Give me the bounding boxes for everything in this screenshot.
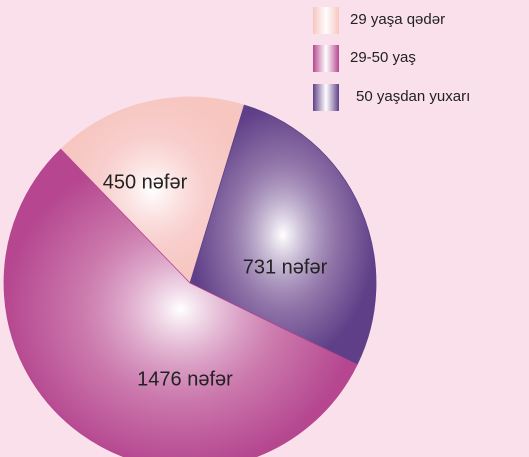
- legend-swatch: [313, 7, 339, 34]
- legend-label: 50 yaşdan yuxarı: [356, 88, 470, 105]
- legend-swatch: [313, 45, 339, 72]
- legend-swatch: [313, 84, 339, 111]
- pie-slice: [189, 104, 377, 366]
- pie-slice: [3, 148, 358, 457]
- legend-label: 29 yaşa qədər: [350, 11, 445, 28]
- data-label: 731 nəfər: [243, 256, 328, 278]
- legend-label: 29-50 yaş: [350, 49, 416, 66]
- data-label: 450 nəfər: [103, 171, 188, 193]
- pie-slice: [60, 96, 245, 284]
- data-label: 1476 nəfər: [137, 368, 233, 390]
